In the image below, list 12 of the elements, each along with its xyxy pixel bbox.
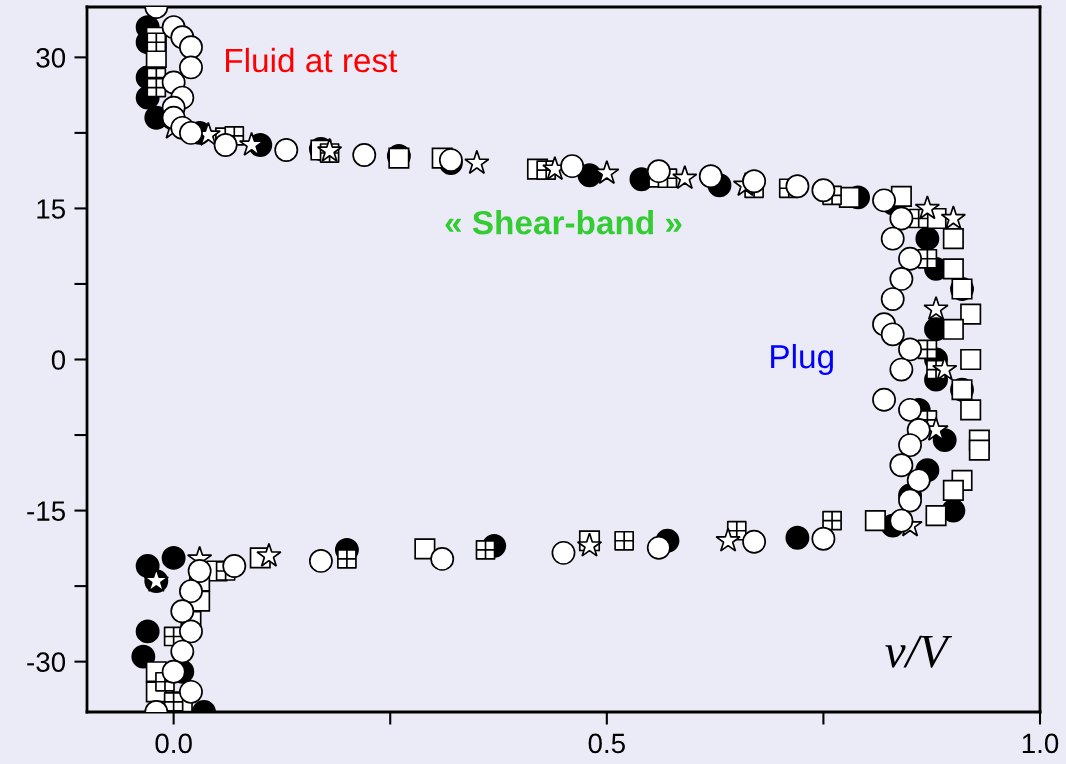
x-tick-label: 1.0 <box>1022 733 1059 754</box>
y-tick-label: 15 <box>37 199 66 219</box>
y-tick-label: 0 <box>51 350 66 370</box>
y-tick-label: -30 <box>27 652 66 672</box>
x-tick-label: 0.0 <box>155 733 192 754</box>
annotation: v/V <box>885 635 953 668</box>
annotation: Fluid at rest <box>226 47 398 73</box>
y-tick-label: 30 <box>36 48 66 68</box>
y-tick-label: -15 <box>27 501 66 521</box>
annotation: « Shear-band » <box>445 210 682 235</box>
annotation: Plug <box>771 343 833 376</box>
x-tick-label: 0.5 <box>588 733 625 754</box>
